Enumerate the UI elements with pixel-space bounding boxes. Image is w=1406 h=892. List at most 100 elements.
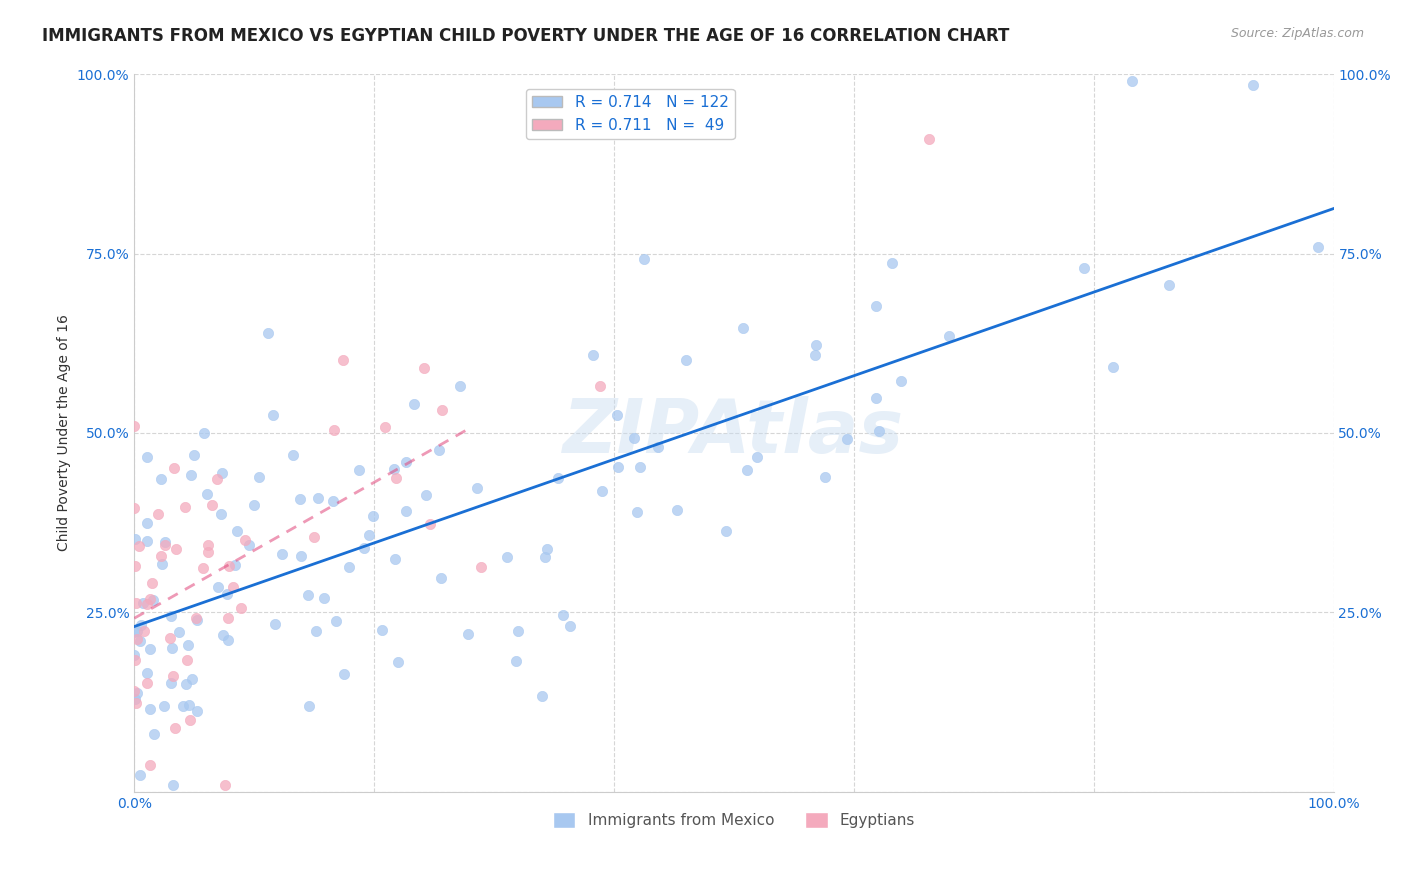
Point bbox=[125, 624, 148, 639]
Point bbox=[288, 491, 311, 506]
Point bbox=[229, 600, 252, 615]
Legend: Immigrants from Mexico, Egyptians: Immigrants from Mexico, Egyptians bbox=[547, 806, 921, 835]
Point bbox=[233, 533, 256, 547]
Point bbox=[387, 655, 409, 669]
Point bbox=[1241, 78, 1264, 92]
Point bbox=[297, 588, 319, 602]
Point bbox=[122, 418, 145, 433]
Point bbox=[186, 611, 208, 625]
Point bbox=[217, 611, 239, 625]
Point bbox=[505, 654, 527, 668]
Point bbox=[124, 648, 146, 663]
Point bbox=[747, 450, 769, 464]
Point bbox=[162, 669, 184, 683]
Point bbox=[606, 459, 628, 474]
Point bbox=[129, 617, 152, 632]
Point bbox=[938, 328, 960, 343]
Point bbox=[290, 549, 312, 563]
Point bbox=[1157, 278, 1180, 293]
Point bbox=[172, 698, 194, 713]
Point bbox=[384, 551, 406, 566]
Point bbox=[128, 540, 150, 554]
Point bbox=[430, 571, 453, 585]
Point bbox=[214, 778, 236, 792]
Point bbox=[333, 666, 356, 681]
Point bbox=[125, 685, 148, 699]
Point bbox=[606, 409, 628, 423]
Point bbox=[150, 558, 173, 572]
Point bbox=[449, 378, 471, 392]
Point bbox=[155, 535, 177, 549]
Point bbox=[531, 689, 554, 703]
Point bbox=[218, 558, 240, 573]
Point bbox=[337, 560, 360, 574]
Point bbox=[415, 488, 437, 502]
Point bbox=[533, 549, 555, 564]
Point bbox=[163, 460, 186, 475]
Point bbox=[124, 558, 146, 573]
Point bbox=[675, 352, 697, 367]
Point bbox=[402, 397, 425, 411]
Point bbox=[197, 545, 219, 559]
Point bbox=[238, 538, 260, 552]
Point bbox=[1306, 240, 1329, 254]
Point bbox=[195, 487, 218, 501]
Point bbox=[882, 256, 904, 270]
Point bbox=[307, 491, 329, 506]
Point bbox=[384, 471, 406, 485]
Point bbox=[536, 542, 558, 557]
Point bbox=[256, 326, 278, 340]
Point bbox=[124, 624, 146, 639]
Point bbox=[124, 500, 146, 515]
Point bbox=[547, 471, 569, 485]
Point bbox=[814, 470, 837, 484]
Point bbox=[271, 547, 294, 561]
Point bbox=[139, 702, 162, 716]
Point bbox=[125, 632, 148, 646]
Point bbox=[124, 684, 146, 698]
Point bbox=[470, 559, 492, 574]
Point bbox=[305, 624, 328, 638]
Point bbox=[413, 361, 436, 376]
Point bbox=[623, 431, 645, 445]
Point bbox=[496, 549, 519, 564]
Point bbox=[262, 408, 284, 422]
Point bbox=[325, 614, 347, 628]
Point bbox=[141, 576, 163, 591]
Point bbox=[211, 467, 233, 481]
Point bbox=[395, 504, 418, 518]
Point bbox=[174, 500, 197, 514]
Point bbox=[200, 498, 222, 512]
Point bbox=[136, 597, 159, 611]
Point bbox=[209, 507, 232, 521]
Point bbox=[804, 338, 827, 352]
Point bbox=[124, 692, 146, 706]
Point bbox=[153, 699, 176, 714]
Point bbox=[374, 420, 396, 434]
Point bbox=[212, 628, 235, 642]
Point bbox=[506, 624, 529, 639]
Point bbox=[135, 534, 157, 549]
Point bbox=[353, 541, 375, 556]
Point bbox=[177, 638, 200, 652]
Point bbox=[716, 524, 738, 538]
Text: IMMIGRANTS FROM MEXICO VS EGYPTIAN CHILD POVERTY UNDER THE AGE OF 16 CORRELATION: IMMIGRANTS FROM MEXICO VS EGYPTIAN CHILD… bbox=[42, 27, 1010, 45]
Point bbox=[221, 580, 243, 594]
Point bbox=[427, 442, 450, 457]
Point bbox=[142, 592, 165, 607]
Point bbox=[347, 463, 370, 477]
Point bbox=[176, 653, 198, 667]
Point bbox=[666, 503, 689, 517]
Point bbox=[247, 470, 270, 484]
Point bbox=[142, 727, 165, 741]
Point bbox=[322, 494, 344, 508]
Point bbox=[136, 676, 159, 690]
Point bbox=[264, 616, 287, 631]
Point bbox=[630, 459, 652, 474]
Point bbox=[165, 542, 187, 557]
Point bbox=[465, 481, 488, 495]
Point bbox=[135, 450, 157, 465]
Point bbox=[124, 653, 146, 667]
Point bbox=[371, 623, 394, 637]
Point bbox=[160, 675, 183, 690]
